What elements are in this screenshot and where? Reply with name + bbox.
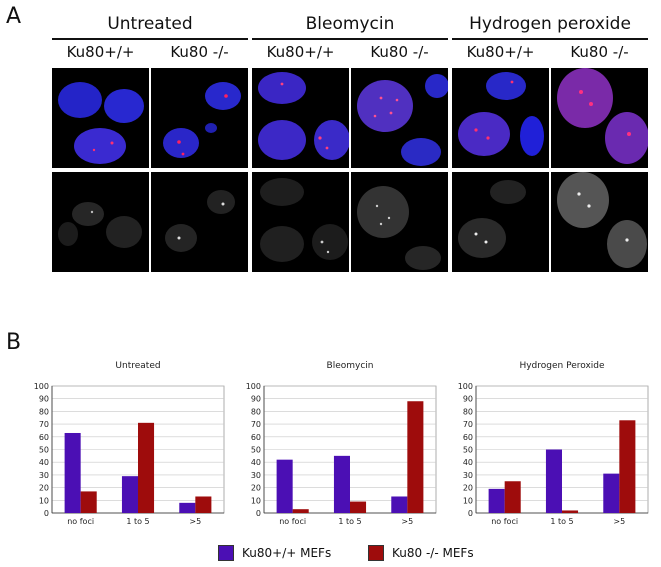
chart-title: Untreated — [115, 361, 160, 371]
bar — [603, 473, 620, 513]
micrograph-peroxide-wt-foci — [452, 172, 549, 272]
bar — [619, 420, 636, 513]
x-tick-label: >5 — [401, 517, 413, 526]
group-title-hydrogen-peroxide: Hydrogen peroxide — [469, 14, 631, 34]
y-tick-label: 30 — [251, 471, 261, 480]
y-tick-label: 100 — [458, 382, 473, 391]
group-rule-untreated — [52, 38, 248, 40]
y-tick-label: 50 — [251, 446, 261, 455]
x-tick-label: 1 to 5 — [550, 517, 573, 526]
column-label: Ku80 -/- — [370, 43, 429, 61]
bar — [350, 501, 367, 513]
bar — [545, 449, 562, 513]
y-tick-label: 30 — [463, 471, 473, 480]
y-tick-label: 90 — [39, 395, 49, 404]
y-tick-label: 50 — [39, 446, 49, 455]
y-tick-label: 70 — [463, 420, 473, 429]
y-tick-label: 80 — [39, 407, 49, 416]
y-tick-label: 10 — [463, 496, 473, 505]
y-tick-label: 10 — [39, 496, 49, 505]
y-tick-label: 90 — [251, 395, 261, 404]
y-tick-label: 0 — [44, 509, 49, 518]
micrograph-peroxide-ko-merged — [551, 68, 648, 168]
bar — [179, 502, 196, 513]
micrograph-peroxide-ko-foci — [551, 172, 648, 272]
micrograph-peroxide-wt-merged — [452, 68, 549, 168]
chart-title: Bleomycin — [327, 361, 374, 371]
y-tick-label: 10 — [251, 496, 261, 505]
y-tick-label: 20 — [251, 484, 261, 493]
y-tick-label: 60 — [463, 433, 473, 442]
group-rule-hydrogen-peroxide — [452, 38, 648, 40]
group-title-untreated: Untreated — [107, 14, 193, 34]
micrograph-bleomycin-ko-merged — [351, 68, 448, 168]
y-tick-label: 80 — [463, 407, 473, 416]
legend-swatch-ko — [368, 545, 384, 561]
micrograph-untreated-ko-merged — [151, 68, 248, 168]
legend-item-ko: Ku80 -/- MEFs — [368, 545, 474, 561]
panel-a-letter: A — [6, 4, 22, 29]
chart-hydrogen-peroxide: Hydrogen Peroxide 0 10 20 30 40 50 60 70 80 90 100 n… — [452, 352, 652, 532]
bar — [195, 496, 212, 513]
micrograph-bleomycin-wt-foci — [252, 172, 349, 272]
y-tick-label: 60 — [251, 433, 261, 442]
legend-swatch-wt — [218, 545, 234, 561]
x-tick-label: no foci — [67, 517, 94, 526]
column-label: Ku80+/+ — [66, 43, 135, 61]
bar — [407, 401, 424, 513]
bar — [121, 476, 138, 513]
chart-title: Hydrogen Peroxide — [519, 361, 605, 371]
group-rule-bleomycin — [252, 38, 448, 40]
x-tick-label: no foci — [491, 517, 518, 526]
bar — [333, 455, 350, 513]
x-tick-label: >5 — [613, 517, 625, 526]
x-tick-label: no foci — [279, 517, 306, 526]
legend-label-wt: Ku80+/+ MEFs — [242, 546, 332, 560]
chart-untreated: Untreated 0 10 20 30 40 50 60 70 80 90 100 no foci 1 … — [28, 352, 228, 532]
bar — [562, 510, 579, 513]
bar — [80, 491, 97, 513]
x-tick-label: 1 to 5 — [338, 517, 361, 526]
y-tick-label: 70 — [251, 420, 261, 429]
column-label: Ku80 -/- — [170, 43, 229, 61]
y-tick-label: 40 — [463, 458, 473, 467]
y-tick-label: 90 — [463, 395, 473, 404]
bar — [64, 432, 81, 513]
panel-b-letter: B — [6, 330, 22, 355]
y-tick-label: 30 — [39, 471, 49, 480]
y-tick-label: 80 — [251, 407, 261, 416]
legend-label-ko: Ku80 -/- MEFs — [392, 546, 474, 560]
y-tick-label: 0 — [256, 509, 261, 518]
y-tick-label: 60 — [39, 433, 49, 442]
bar — [292, 509, 309, 513]
micrograph-bleomycin-ko-foci — [351, 172, 448, 272]
micrograph-untreated-wt-foci — [52, 172, 149, 272]
y-tick-label: 20 — [39, 484, 49, 493]
micrograph-untreated-ko-foci — [151, 172, 248, 272]
y-tick-label: 40 — [39, 458, 49, 467]
bar — [391, 496, 408, 513]
column-label: Ku80+/+ — [266, 43, 335, 61]
bar — [488, 488, 505, 513]
y-tick-label: 50 — [463, 446, 473, 455]
y-tick-label: 0 — [468, 509, 473, 518]
chart-bleomycin: Bleomycin 0 10 20 30 40 50 60 70 80 90 100 no foci 1 … — [240, 352, 440, 532]
column-label: Ku80+/+ — [466, 43, 535, 61]
bar — [276, 459, 293, 513]
group-title-bleomycin: Bleomycin — [305, 14, 395, 34]
micrograph-bleomycin-wt-merged — [252, 68, 349, 168]
bar — [138, 422, 155, 513]
x-tick-label: 1 to 5 — [126, 517, 149, 526]
legend-item-wt: Ku80+/+ MEFs — [218, 545, 331, 561]
y-tick-label: 40 — [251, 458, 261, 467]
y-tick-label: 70 — [39, 420, 49, 429]
bar — [504, 481, 521, 513]
micrograph-untreated-wt-merged — [52, 68, 149, 168]
y-tick-label: 100 — [246, 382, 261, 391]
x-tick-label: >5 — [189, 517, 201, 526]
y-tick-label: 100 — [34, 382, 49, 391]
column-label: Ku80 -/- — [570, 43, 629, 61]
y-tick-label: 20 — [463, 484, 473, 493]
